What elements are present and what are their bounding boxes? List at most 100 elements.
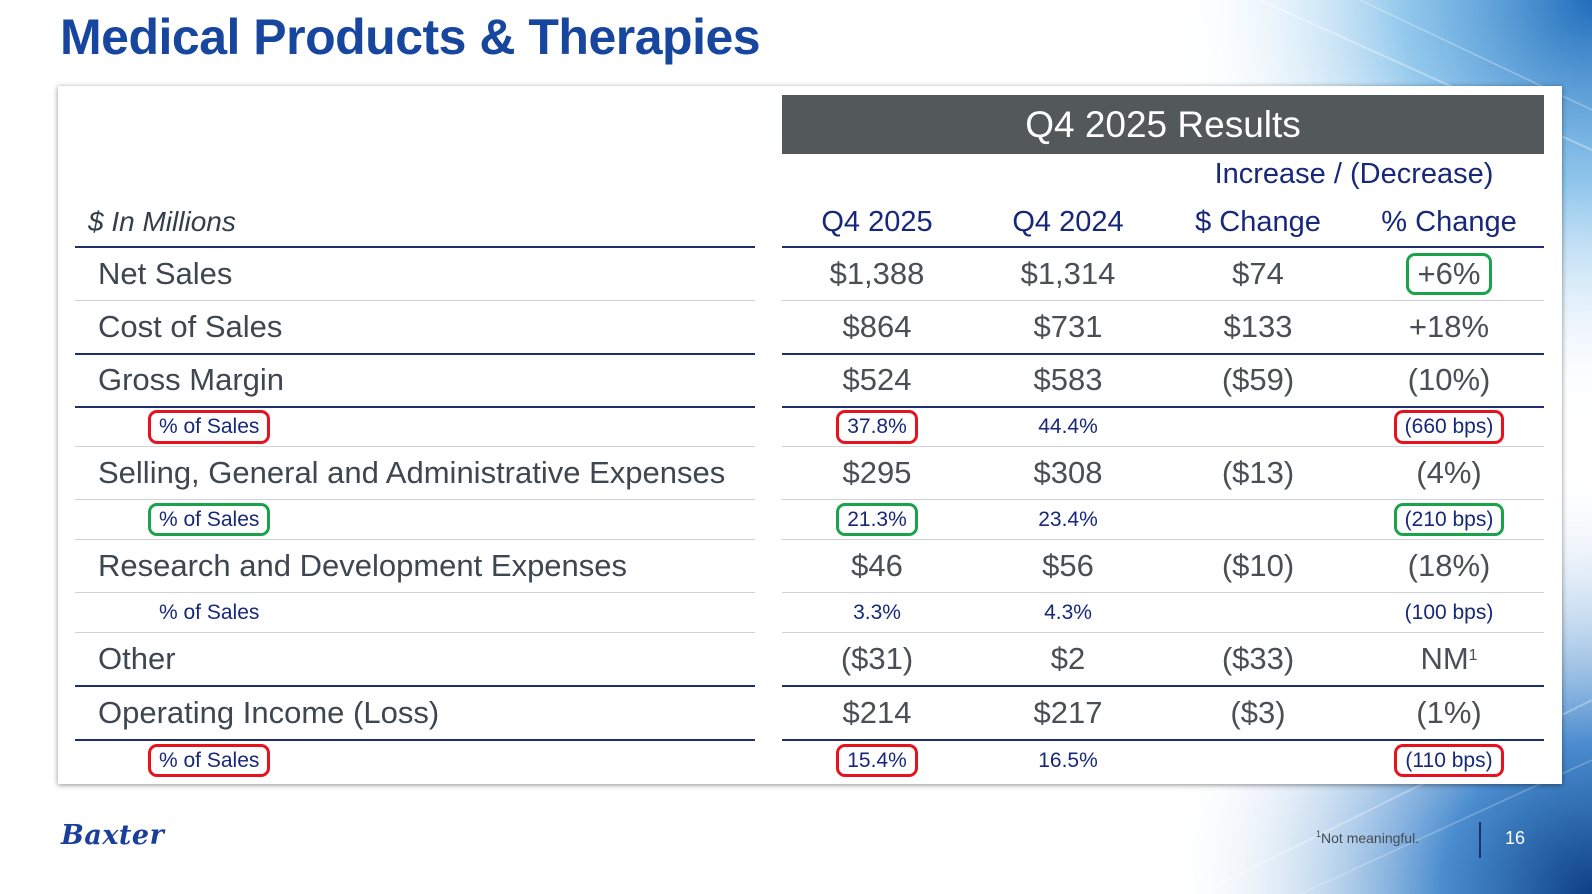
row-divider (75, 353, 755, 355)
cell-pct-change: (110 bps) (1394, 743, 1504, 778)
footnote-text: Not meaningful. (1321, 830, 1420, 846)
cell-pct-change: (10%) (1407, 362, 1491, 397)
row-divider (782, 406, 1544, 408)
cell-dollar-change: $74 (1232, 256, 1284, 291)
row-label: Operating Income (Loss) (98, 694, 440, 730)
cell-pct-change: (100 bps) (1404, 600, 1494, 624)
cell-dollar-change: ($13) (1221, 455, 1295, 490)
cell-dollar-change: ($59) (1221, 362, 1295, 397)
table-row-sga-pct: % of Sales 21.3% 23.4% (210 bps) (58, 500, 1562, 539)
increase-decrease-header: Increase / (Decrease) (1214, 157, 1494, 190)
cell-pct-change-wrap: (210 bps) (1364, 500, 1534, 539)
cell-q4-2024: $1,314 (1020, 256, 1116, 291)
cell-dollar-change: ($33) (1221, 641, 1295, 676)
row-divider (75, 246, 755, 248)
cell-q4-2025: 37.8% (836, 410, 918, 444)
cell-q4-2025: $214 (842, 694, 912, 730)
cell-q4-2024: $583 (1033, 362, 1103, 397)
cell-pct-change: (18%) (1407, 548, 1491, 583)
row-label-wrap: % of Sales (148, 741, 271, 780)
cell-q4-2025: $46 (851, 548, 903, 583)
row-divider (75, 406, 755, 408)
row-divider (782, 300, 1544, 301)
footnote-marker: 1 (1316, 829, 1322, 839)
row-label-wrap: % of Sales (148, 408, 271, 446)
cell-q4-2025: 15.4% (836, 743, 918, 778)
cell-dollar-change: ($10) (1221, 548, 1295, 583)
row-divider (782, 685, 1544, 687)
cell-pct-change: (210 bps) (1393, 502, 1505, 537)
cell-pct-change-wrap: NM 1 (1364, 633, 1534, 685)
cell-q4-2025-wrap: 21.3% (792, 500, 962, 539)
row-label: % of Sales (148, 410, 271, 444)
cell-pct-change-wrap: (110 bps) (1364, 741, 1534, 780)
row-divider (782, 353, 1544, 355)
table-row-sga: Selling, General and Administrative Expe… (58, 447, 1562, 499)
row-label: Selling, General and Administrative Expe… (98, 455, 726, 490)
cell-q4-2024: 16.5% (1038, 748, 1098, 772)
row-label: Gross Margin (98, 362, 285, 397)
cell-q4-2025-wrap: 15.4% (792, 741, 962, 780)
row-label: Research and Development Expenses (98, 548, 628, 583)
table-row-cost-of-sales: Cost of Sales $864 $731 $133 +18% (58, 301, 1562, 353)
row-label-wrap: % of Sales (148, 593, 270, 632)
cell-q4-2024: 4.3% (1044, 600, 1092, 624)
cell-q4-2024: $56 (1042, 548, 1094, 583)
row-divider (782, 246, 1544, 248)
column-header-dollar-change: $ Change (1195, 205, 1321, 238)
cell-pct-change: NM (1420, 641, 1469, 676)
column-header-pct-change: % Change (1381, 205, 1517, 238)
table-row-net-sales: Net Sales $1,388 $1,314 $74 +6% (58, 248, 1562, 300)
cell-dollar-change (1173, 593, 1343, 632)
table-row-other: Other ($31) $2 ($33) NM 1 (58, 633, 1562, 685)
cell-q4-2024: $2 (1050, 641, 1086, 676)
row-label: Cost of Sales (98, 309, 283, 344)
row-label: Other (98, 641, 176, 676)
row-divider (782, 632, 1544, 633)
table-row-rd-pct: % of Sales 3.3% 4.3% (100 bps) (58, 593, 1562, 632)
cell-pct-change: +6% (1405, 252, 1493, 296)
table-row-gross-margin-pct: % of Sales 37.8% 44.4% (660 bps) (58, 408, 1562, 446)
row-divider (75, 300, 755, 301)
units-label: $ In Millions (88, 206, 236, 237)
row-label: % of Sales (148, 502, 271, 537)
cell-dollar-change (1173, 500, 1343, 539)
cell-q4-2024: 23.4% (1038, 507, 1098, 531)
cell-q4-2025: $524 (842, 362, 912, 397)
cell-q4-2024: 44.4% (1038, 415, 1098, 438)
results-table: Q4 2025 Results Increase / (Decrease) $ … (58, 86, 1562, 784)
table-row-operating-income-pct: % of Sales 15.4% 16.5% (110 bps) (58, 741, 1562, 780)
footnote: 1Not meaningful. (1316, 829, 1420, 846)
cell-dollar-change (1173, 741, 1343, 780)
row-divider (782, 499, 1544, 500)
row-label: % of Sales (159, 600, 260, 624)
row-label-wrap: % of Sales (148, 500, 271, 539)
column-header-q4-2024: Q4 2024 (1012, 205, 1124, 238)
table-row-operating-income: Operating Income (Loss) $214 $217 ($3) (… (58, 686, 1562, 739)
footnote-marker: 1 (1468, 647, 1478, 664)
row-divider (75, 592, 755, 593)
table-row-rd: Research and Development Expenses $46 $5… (58, 540, 1562, 592)
row-label: % of Sales (148, 743, 271, 778)
cell-dollar-change (1173, 408, 1343, 446)
cell-dollar-change: ($3) (1230, 694, 1286, 730)
cell-pct-change: (4%) (1416, 455, 1482, 490)
row-label: Net Sales (98, 256, 233, 291)
cell-pct-change-wrap: +6% (1364, 248, 1534, 300)
row-divider (782, 739, 1544, 741)
table-row-gross-margin: Gross Margin $524 $583 ($59) (10%) (58, 354, 1562, 406)
page-number: 16 (1505, 828, 1526, 848)
cell-q4-2025: 21.3% (836, 502, 918, 537)
cell-q4-2025: $864 (842, 309, 912, 344)
cell-pct-change: +18% (1408, 309, 1490, 344)
row-divider (75, 446, 755, 447)
slide-title: Medical Products & Therapies (60, 9, 761, 65)
row-divider (782, 539, 1544, 540)
row-divider (75, 685, 755, 687)
cell-q4-2024: $731 (1033, 309, 1103, 344)
row-divider (75, 739, 755, 741)
cell-dollar-change: $133 (1223, 309, 1293, 344)
row-divider (782, 592, 1544, 593)
cell-pct-change: (660 bps) (1393, 410, 1505, 444)
row-divider (75, 499, 755, 500)
